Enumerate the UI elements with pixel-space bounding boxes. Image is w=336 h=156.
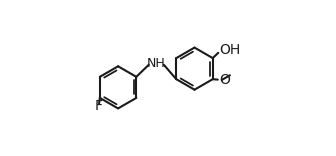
Text: OH: OH [219, 43, 240, 57]
Text: O: O [219, 73, 230, 87]
Text: NH: NH [147, 57, 166, 70]
Text: F: F [94, 100, 102, 113]
